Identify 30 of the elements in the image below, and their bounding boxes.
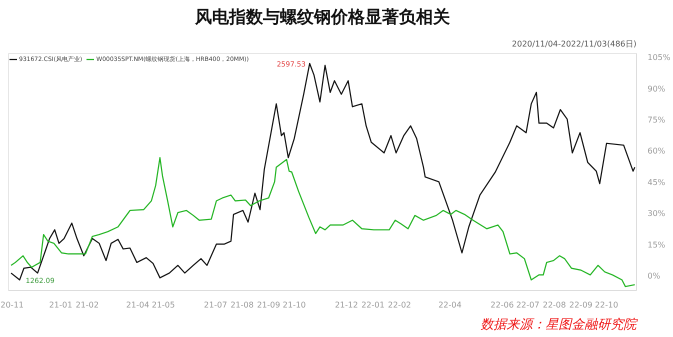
x-tick-label: 21-01	[49, 300, 72, 310]
x-tick-label: 21-02	[76, 300, 99, 310]
y-tick-label: 60%	[648, 146, 666, 156]
x-tick-label: 21-07	[204, 300, 228, 310]
x-tick-label: 22-09	[569, 300, 593, 310]
text: 2020/11/04-2022/11/03(486日)	[512, 40, 637, 48]
x-tick-label: 22-07	[516, 300, 540, 310]
x-tick-label: 21-10	[282, 300, 306, 310]
x-tick-label: 22-10	[594, 300, 618, 310]
x-tick-label: 22-01	[361, 300, 385, 310]
x-tick-label: 22-02	[388, 300, 412, 310]
x-tick-label: 20-11	[0, 300, 24, 310]
x-tick-label: 21-12	[334, 300, 358, 310]
y-tick-label: 90%	[648, 84, 666, 94]
x-tick-label: 21-05	[152, 300, 175, 310]
y-tick-label: 105%	[648, 53, 671, 62]
chart-title: 风电指数与螺纹钢价格显著负相关	[194, 8, 450, 28]
x-tick-label: 21-04	[126, 300, 150, 310]
x-tick-label: 22-06	[490, 300, 514, 310]
line-series	[10, 157, 636, 288]
x-tick-label: 22-08	[542, 300, 566, 310]
x-tick-label: 21-09	[256, 300, 280, 310]
x-tick-label: 21-08	[230, 300, 254, 310]
source-note: 数据来源：星图金融研究院	[480, 318, 638, 332]
y-tick-label: 0%	[648, 271, 661, 280]
x-tick-label: 22-04	[438, 300, 462, 310]
y-tick-label: 15%	[648, 240, 666, 250]
y-tick-label: 45%	[648, 178, 666, 187]
y-tick-label: 75%	[648, 116, 666, 125]
y-tick-label: 30%	[648, 209, 666, 218]
